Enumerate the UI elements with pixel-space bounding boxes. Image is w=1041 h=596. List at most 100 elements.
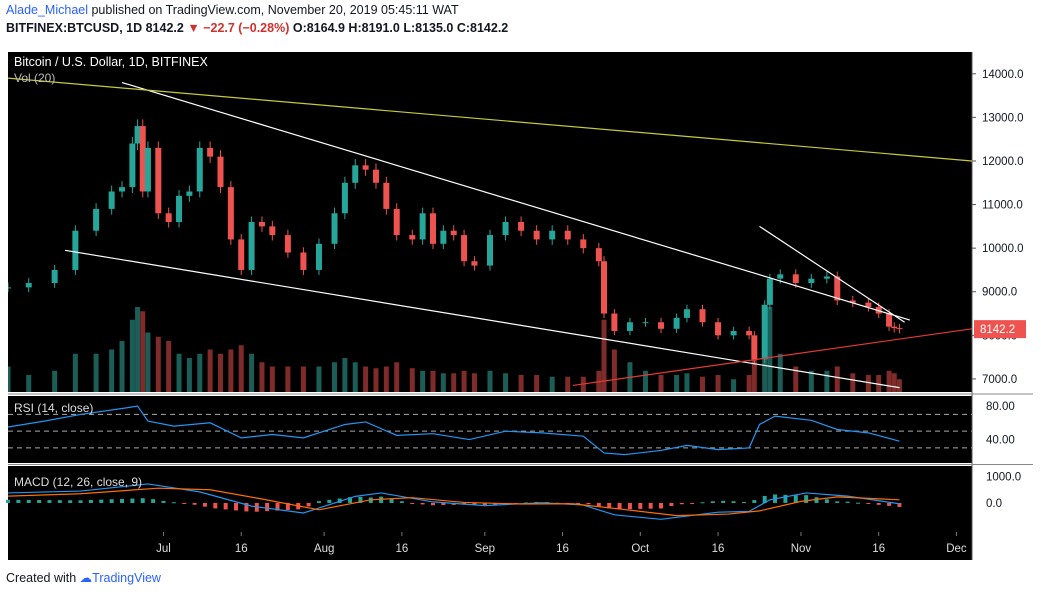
trend-line — [121, 81, 910, 321]
macd-histogram-bar — [648, 502, 653, 509]
volume-bar — [52, 370, 58, 392]
candle-body — [341, 182, 348, 214]
volume-bar — [430, 370, 436, 392]
volume-bar — [751, 353, 757, 392]
candle-body — [611, 313, 618, 331]
volume-bar — [746, 375, 752, 392]
candle-body — [129, 143, 136, 188]
candle-body — [849, 300, 856, 303]
volume-bar — [197, 353, 203, 392]
candle-body — [186, 191, 193, 196]
volume-bar — [487, 370, 493, 392]
candle-body — [683, 309, 690, 318]
candle-body — [865, 302, 872, 307]
macd-histogram-bar — [669, 502, 674, 506]
volume-bar — [777, 353, 783, 392]
macd-histogram-bar — [876, 502, 881, 505]
time-tick-label: 16 — [712, 543, 725, 555]
trend-line — [8, 77, 972, 162]
time-tick-label: Jul — [156, 543, 171, 555]
price-tick-label: 12000.0 — [982, 156, 1024, 168]
candle-body — [746, 330, 753, 336]
macd-histogram-bar — [16, 499, 21, 503]
macd-pane — [8, 466, 972, 532]
candle-body — [269, 226, 276, 236]
candle-body — [808, 278, 815, 284]
macd-histogram-bar — [316, 501, 321, 503]
candle-body — [533, 230, 540, 240]
macd-tick-label: 0.0 — [986, 498, 1002, 510]
time-tick-label: 16 — [556, 543, 569, 555]
macd-histogram-bar — [151, 499, 156, 503]
macd-histogram-bar — [783, 494, 788, 503]
time-axis — [8, 532, 972, 560]
macd-histogram-bar — [627, 502, 632, 510]
candle-body — [93, 208, 100, 231]
volume-label: Vol (20) — [14, 71, 55, 85]
volume-bar — [896, 379, 902, 392]
candle-body — [658, 322, 665, 329]
macd-histogram-bar — [752, 500, 757, 503]
macd-histogram-bar — [866, 502, 871, 504]
signal-line — [7, 487, 900, 517]
volume-bar — [26, 375, 32, 392]
volume-bar — [876, 375, 882, 392]
macd-histogram-bar — [814, 497, 819, 503]
volume-bar — [140, 311, 146, 392]
candle-body — [429, 213, 436, 244]
volume-bar — [238, 345, 244, 392]
last-price-tag — [974, 320, 1026, 339]
macd-histogram-bar — [399, 501, 404, 503]
candle-body — [518, 222, 525, 231]
macd-histogram-bar — [897, 502, 902, 507]
macd-histogram-bar — [192, 502, 197, 505]
candle-body — [144, 147, 151, 192]
macd-histogram-bar — [213, 502, 218, 509]
candle-body — [409, 235, 416, 240]
macd-histogram-bar — [845, 501, 850, 503]
candle-body — [155, 147, 162, 214]
macd-histogram-bar — [234, 502, 239, 511]
volume-bar — [342, 358, 348, 392]
volume-bar — [383, 366, 389, 392]
candle-body — [362, 165, 369, 170]
macd-histogram-bar — [68, 500, 73, 503]
price-tick-label: 13000.0 — [982, 112, 1024, 124]
publish-info: Alade_Michael published on TradingView.c… — [6, 3, 459, 17]
macd-histogram-bar — [638, 502, 643, 509]
price-tick-label: 14000.0 — [982, 69, 1024, 81]
tradingview-logo-icon: ☁ — [79, 571, 93, 585]
volume-bar — [834, 366, 840, 392]
candle-body — [119, 187, 126, 192]
volume-bar — [228, 349, 234, 392]
candle-body — [886, 313, 893, 327]
volume-bar — [363, 366, 369, 392]
macd-histogram-bar — [576, 502, 581, 504]
candle-body — [352, 165, 359, 183]
candle-body — [673, 317, 680, 329]
macd-histogram-bar — [88, 499, 93, 503]
volume-bar — [440, 373, 446, 392]
macd-histogram-bar — [659, 502, 664, 509]
last-price: 8142.2 — [145, 21, 184, 35]
macd-histogram-bar — [78, 500, 83, 503]
candle-body — [601, 261, 608, 314]
time-tick-label: Sep — [475, 543, 495, 555]
candle-body — [461, 235, 468, 262]
candle-body — [487, 235, 493, 266]
candle-body — [51, 269, 58, 284]
price-change: −22.7 (−0.28%) — [203, 21, 290, 35]
time-tick-label: 16 — [395, 543, 408, 555]
candle-body — [580, 239, 587, 249]
candle-body — [642, 322, 649, 324]
volume-bar — [793, 366, 799, 392]
candle-body — [331, 213, 338, 244]
author-link[interactable]: Alade_Michael — [6, 3, 88, 17]
macd-histogram-bar — [824, 499, 829, 503]
candle-body — [761, 304, 768, 360]
tradingview-link[interactable]: TradingView — [92, 571, 161, 585]
volume-bar — [451, 373, 457, 392]
volume-bar — [135, 307, 141, 392]
volume-bar — [109, 349, 115, 392]
